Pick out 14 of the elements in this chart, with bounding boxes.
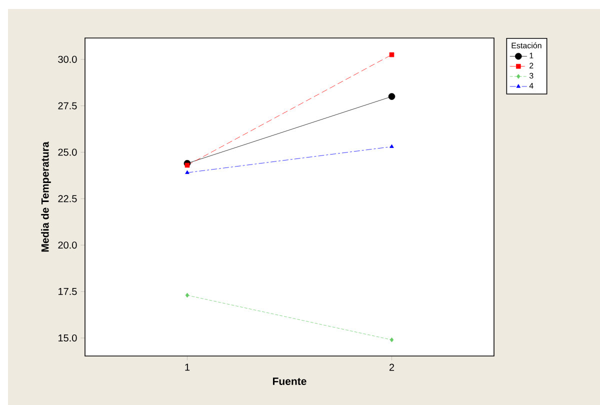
y-tick-label: 22.5 [58,195,77,202]
y-axis-title: Media de Temperatura [41,142,51,252]
y-tick-label: 27.5 [58,102,77,110]
legend-label: 4 [529,82,534,88]
y-tick-label: 20.0 [58,242,77,249]
y-tick-label: 30.0 [58,56,77,63]
legend-label: 3 [529,72,534,79]
y-tick-label: 25.0 [58,148,77,156]
legend-label: 1 [530,52,534,58]
legend-label: 2 [530,62,534,68]
y-tick-label: 17.5 [58,288,77,296]
legend-title: Estación [512,42,542,48]
x-axis-title: Fuente [273,378,306,385]
y-tick-label: 15.0 [58,334,77,342]
